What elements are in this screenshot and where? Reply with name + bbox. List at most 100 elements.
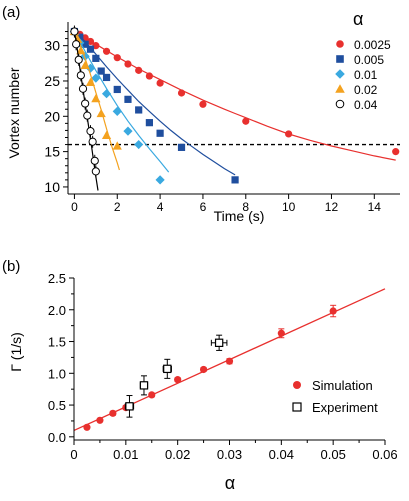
x-tick-label: 0.03: [217, 447, 242, 462]
data-point-alpha-0.04: [91, 167, 100, 176]
data-point-alpha-0.005: [102, 73, 111, 82]
panel-b-axes: 0 0.01 0.02 0.03 0.04 0.05 0.06 0.0 0.5 1.0 1.5 2.0…: [48, 271, 398, 462]
data-point-alpha-0.0025: [135, 66, 143, 74]
data-point-alpha-0.0025: [177, 89, 186, 97]
data-point-alpha-0.04: [78, 84, 88, 93]
data-point-alpha-0.01: [85, 63, 96, 73]
x-tick-label: 6: [200, 200, 207, 214]
fit-curve-alpha-0.005: [73, 31, 236, 176]
data-point-alpha-0.01: [123, 126, 133, 136]
panel-b-y-axis-label: Γ (1/s): [8, 332, 24, 372]
x-tick-label: 2: [114, 200, 121, 214]
panel-a-label: (a): [2, 4, 20, 21]
panel-a-plot-area: [68, 25, 400, 191]
panel-a-y-axis-label: Vortex number: [6, 67, 22, 158]
legend-label-alpha-0.0025: 0.0025: [354, 38, 391, 52]
data-point-alpha-0.0025: [285, 130, 293, 138]
x-tick-label: 0.05: [321, 447, 346, 462]
panel-b-label: (b): [2, 258, 20, 275]
y-tick-label: 1.0: [48, 366, 66, 381]
data-point-alpha-0.04: [74, 55, 83, 64]
y-tick-label: 30: [44, 38, 60, 54]
data-point-alpha-0.005: [97, 67, 105, 75]
x-tick-label: 0: [70, 447, 77, 462]
legend-marker-alpha-0.02: [335, 84, 345, 93]
data-point-alpha-0.005: [145, 119, 153, 127]
data-point-experiment: [125, 402, 134, 411]
y-tick-label: 0.5: [48, 398, 66, 413]
data-point-alpha-0.0025: [199, 100, 207, 108]
data-point-simulation: [109, 409, 117, 417]
data-point-alpha-0.005: [86, 45, 95, 53]
data-point-alpha-0.005: [156, 129, 164, 137]
legend-label-alpha-0.01: 0.01: [354, 68, 378, 82]
data-point-simulation: [148, 391, 156, 399]
data-point-alpha-0.0025: [102, 47, 111, 55]
data-point-alpha-0.0025: [392, 148, 400, 156]
data-point-alpha-0.0025: [156, 79, 164, 87]
legend-marker-simulation: [293, 381, 301, 389]
y-tick-label: 2.5: [48, 271, 66, 286]
data-point-alpha-0.02: [91, 94, 101, 103]
data-point-alpha-0.01: [155, 175, 165, 185]
data-point-alpha-0.04: [83, 111, 92, 120]
data-point-alpha-0.04: [72, 40, 81, 49]
data-point-alpha-0.01: [101, 89, 112, 99]
y-tick-label: 15: [44, 144, 60, 160]
data-point-alpha-0.04: [76, 71, 85, 80]
panel-a-x-axis-label: Time (s): [214, 208, 265, 224]
legend-marker-alpha-0.04: [335, 99, 345, 109]
legend-marker-alpha-0.005: [336, 55, 344, 63]
data-point-simulation: [174, 376, 182, 384]
panel-b-legend: Simulation Experiment: [292, 378, 378, 415]
data-point-experiment: [214, 338, 224, 348]
data-point-alpha-0.0025: [113, 54, 121, 62]
x-tick-label: 0: [71, 200, 78, 214]
legend-label-alpha-0.02: 0.02: [354, 83, 378, 97]
data-point-alpha-0.0025: [124, 60, 132, 68]
legend-marker-alpha-0.0025: [336, 40, 344, 48]
y-tick-label: 20: [44, 108, 60, 124]
y-tick-label: 1.5: [48, 335, 66, 350]
x-tick-label: 12: [325, 200, 339, 214]
data-point-alpha-0.02: [80, 60, 90, 70]
panel-b-x-axis-label: α: [225, 473, 235, 493]
data-point-alpha-0.005: [231, 176, 239, 184]
legend-label-simulation: Simulation: [312, 378, 373, 393]
x-tick-label: 8: [242, 200, 249, 214]
legend-marker-experiment: [292, 402, 302, 412]
data-point-alpha-0.005: [177, 143, 186, 151]
data-point-experiment: [139, 381, 149, 390]
data-point-simulation: [329, 307, 337, 315]
legend-label-alpha-0.005: 0.005: [354, 53, 384, 67]
data-point-simulation: [83, 423, 91, 431]
data-point-alpha-0.01: [134, 139, 144, 150]
data-point-alpha-0.04: [88, 137, 97, 146]
panel-b: (b) 0 0.01 0.02 0.03 0.04 0.05 0.06 0.0 0.5 1.0 1.…: [2, 258, 398, 493]
x-tick-label: 0.01: [113, 447, 138, 462]
data-point-alpha-0.005: [76, 33, 84, 41]
x-tick-label: 0.04: [269, 447, 294, 462]
x-tick-label: 4: [157, 200, 164, 214]
data-point-alpha-0.04: [81, 99, 90, 108]
panel-b-plot-area: [73, 288, 386, 432]
x-tick-label: 0.06: [372, 447, 397, 462]
fit-curve-alpha-0.01: [73, 31, 170, 173]
fit-curve-alpha-0.0025: [74, 30, 396, 161]
panel-a-axes: 0 2 4 6 8 10 12 14 10 15 20 25 30: [44, 22, 400, 214]
data-point-alpha-0.005: [81, 40, 89, 48]
data-point-alpha-0.005: [92, 54, 100, 62]
data-point-alpha-0.005: [113, 85, 121, 94]
data-point-alpha-0.02: [85, 77, 96, 86]
data-point-alpha-0.01: [112, 106, 122, 116]
y-tick-label: 10: [44, 179, 60, 195]
data-point-alpha-0.005: [124, 95, 132, 103]
data-point-alpha-0.02: [101, 130, 112, 139]
data-point-simulation: [225, 357, 234, 365]
data-point-simulation: [199, 365, 208, 374]
x-tick-label: 0.02: [165, 447, 190, 462]
data-point-alpha-0.04: [70, 27, 79, 36]
data-point-alpha-0.04: [90, 156, 99, 165]
